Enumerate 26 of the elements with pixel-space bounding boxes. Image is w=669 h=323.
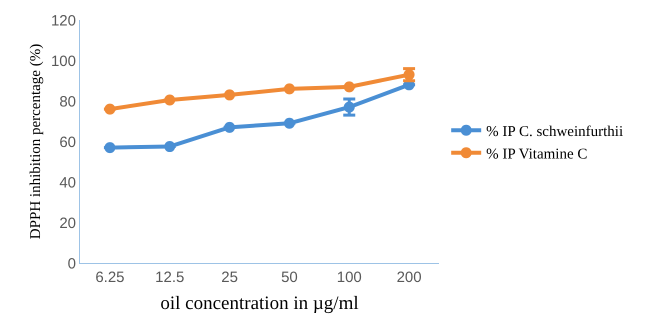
point — [224, 89, 236, 100]
y-tick-label: 80 — [59, 93, 76, 110]
point — [344, 81, 355, 92]
x-tick-label: 200 — [396, 269, 422, 286]
y-tick-label: 0 — [68, 255, 76, 272]
point — [104, 104, 116, 115]
x-tick-label: 50 — [281, 269, 298, 286]
y-tick-label: 40 — [59, 174, 76, 192]
legend-label: % IP C. schweinfurthii — [486, 124, 624, 140]
x-tick-label: 12.5 — [155, 269, 184, 286]
x-axis-title: oil concentration in µg/ml — [160, 292, 359, 314]
y-tick-label: 120 — [50, 12, 76, 30]
x-tick-label: 25 — [221, 269, 238, 286]
point — [164, 94, 176, 106]
point — [224, 122, 236, 133]
x-tick-label: 6.25 — [95, 269, 125, 286]
legend-label: % IP Vitamine C — [486, 146, 588, 163]
y-axis-title: DPPH inhibition percentage (%) — [28, 44, 44, 240]
point — [164, 141, 176, 152]
y-tick-label: 60 — [59, 134, 76, 151]
point — [284, 118, 295, 129]
point — [104, 142, 116, 154]
y-tick-label: 20 — [59, 214, 76, 232]
point — [284, 83, 295, 94]
x-tick-label: 100 — [336, 269, 362, 286]
y-tick-label: 100 — [50, 52, 76, 70]
